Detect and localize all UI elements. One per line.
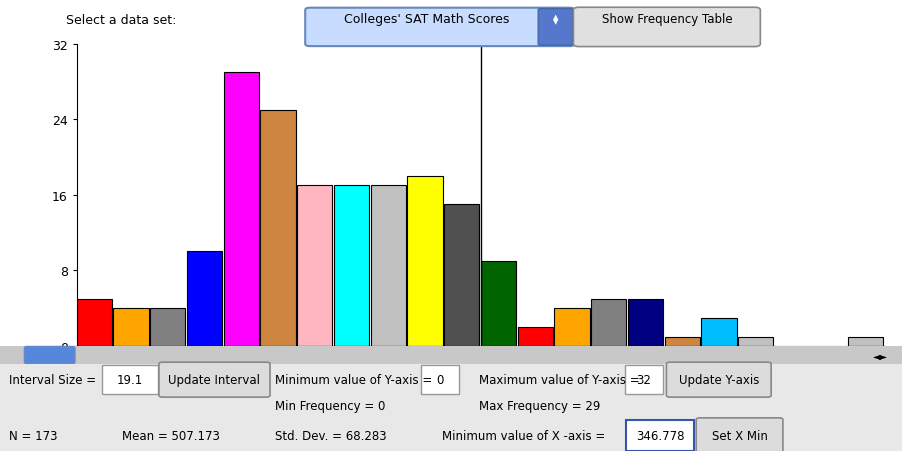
Bar xyxy=(150,308,185,346)
Bar xyxy=(370,186,406,346)
Text: Minimum value of X -axis =: Minimum value of X -axis = xyxy=(442,429,605,442)
Bar xyxy=(664,337,699,346)
Text: Min Frequency = 0: Min Frequency = 0 xyxy=(275,400,385,412)
Text: Maximum value of Y-axis =: Maximum value of Y-axis = xyxy=(478,373,639,387)
Text: N = 173: N = 173 xyxy=(9,429,58,442)
Bar xyxy=(444,205,479,346)
Text: 32: 32 xyxy=(636,373,650,387)
Text: ▲
▼: ▲ ▼ xyxy=(552,14,557,25)
Bar xyxy=(481,261,516,346)
Bar xyxy=(701,318,736,346)
Bar xyxy=(187,252,222,346)
Text: Minimum value of Y-axis =: Minimum value of Y-axis = xyxy=(275,373,432,387)
Bar xyxy=(591,299,626,346)
Text: Show Frequency Table: Show Frequency Table xyxy=(601,14,732,27)
X-axis label: Average SAT Math Score: Average SAT Math Score xyxy=(384,374,576,388)
Text: 0: 0 xyxy=(436,373,443,387)
Text: ◄►: ◄► xyxy=(872,350,887,360)
Text: Interval Size =: Interval Size = xyxy=(9,373,96,387)
Bar xyxy=(77,299,112,346)
Bar xyxy=(517,327,552,346)
Text: Std. Dev. = 68.283: Std. Dev. = 68.283 xyxy=(275,429,387,442)
Bar xyxy=(407,176,442,346)
Text: Set X Min: Set X Min xyxy=(711,429,767,442)
Text: Mean = 507.173: Mean = 507.173 xyxy=(122,429,219,442)
Bar xyxy=(224,73,259,346)
Bar xyxy=(260,110,295,346)
Bar xyxy=(114,308,149,346)
Text: Colleges' SAT Math Scores: Colleges' SAT Math Scores xyxy=(344,14,509,27)
Text: Update Y-axis: Update Y-axis xyxy=(677,373,759,387)
Bar xyxy=(334,186,369,346)
Bar xyxy=(554,308,589,346)
Text: 19.1: 19.1 xyxy=(116,373,143,387)
Bar xyxy=(297,186,332,346)
Text: Update Interval: Update Interval xyxy=(169,373,260,387)
Bar xyxy=(737,337,772,346)
Text: Max Frequency = 29: Max Frequency = 29 xyxy=(478,400,599,412)
Bar xyxy=(847,337,882,346)
Bar xyxy=(627,299,662,346)
Text: Select a data set:: Select a data set: xyxy=(66,14,176,27)
Text: 346.778: 346.778 xyxy=(635,429,684,442)
